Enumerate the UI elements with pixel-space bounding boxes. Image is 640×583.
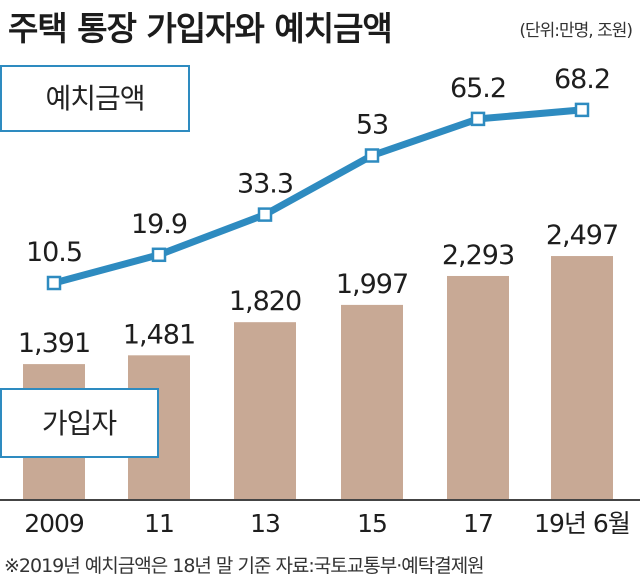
legend-label-subscribers: 가입자 xyxy=(42,407,117,440)
line-value-label: 33.3 xyxy=(237,169,293,200)
x-tick-label: 11 xyxy=(144,509,174,538)
x-ticks: 2009 11 13 15 17 19년 6월 xyxy=(24,509,631,538)
deposit-line xyxy=(50,106,586,287)
line-point-0 xyxy=(46,275,62,291)
bar-3 xyxy=(341,304,403,500)
legend-label-deposit: 예치금액 xyxy=(45,82,144,115)
footnote: ※2019년 예치금액은 18년 말 기준 자료:국토교통부·예탁결제원 xyxy=(4,555,484,577)
line-value-label: 10.5 xyxy=(26,237,82,268)
chart-title: 주택 통장 가입자와 예치금액 xyxy=(8,9,392,48)
bar-value-label: 2,293 xyxy=(442,240,514,271)
bar-value-label: 1,391 xyxy=(18,328,90,359)
x-tick-label: 17 xyxy=(463,509,493,538)
bar-value-label: 1,997 xyxy=(336,269,408,300)
bar-4 xyxy=(447,275,509,500)
line-point-2 xyxy=(257,207,273,222)
bar-value-label: 2,497 xyxy=(546,220,618,251)
line-value-label: 53 xyxy=(356,110,388,141)
x-tick-label: 2009 xyxy=(24,509,84,538)
labels-layer: 1,391 1,481 1,820 1,997 2,293 2,497 10.5 19.9 33… xyxy=(18,64,619,359)
line-point-4 xyxy=(470,111,486,127)
line-value-label: 65.2 xyxy=(450,73,506,104)
line-point-5 xyxy=(574,102,590,118)
legend-box-deposit xyxy=(0,65,190,132)
unit-note: (단위:만명, 조원) xyxy=(519,21,632,41)
x-tick-label: 19년 6월 xyxy=(534,509,630,538)
bar-5 xyxy=(551,256,613,500)
line-point-3 xyxy=(364,148,380,163)
line-layer xyxy=(46,102,590,291)
line-value-label: 68.2 xyxy=(554,64,610,95)
line-value-label: 19.9 xyxy=(131,209,187,240)
bar-value-label: 1,481 xyxy=(123,319,195,350)
line-point-1 xyxy=(151,247,167,263)
bars-layer xyxy=(23,256,613,500)
bar-value-label: 1,820 xyxy=(229,286,301,317)
x-tick-label: 13 xyxy=(250,509,280,538)
legend-box-subscribers xyxy=(0,388,159,458)
x-tick-label: 15 xyxy=(357,509,387,538)
bar-2 xyxy=(234,322,296,500)
